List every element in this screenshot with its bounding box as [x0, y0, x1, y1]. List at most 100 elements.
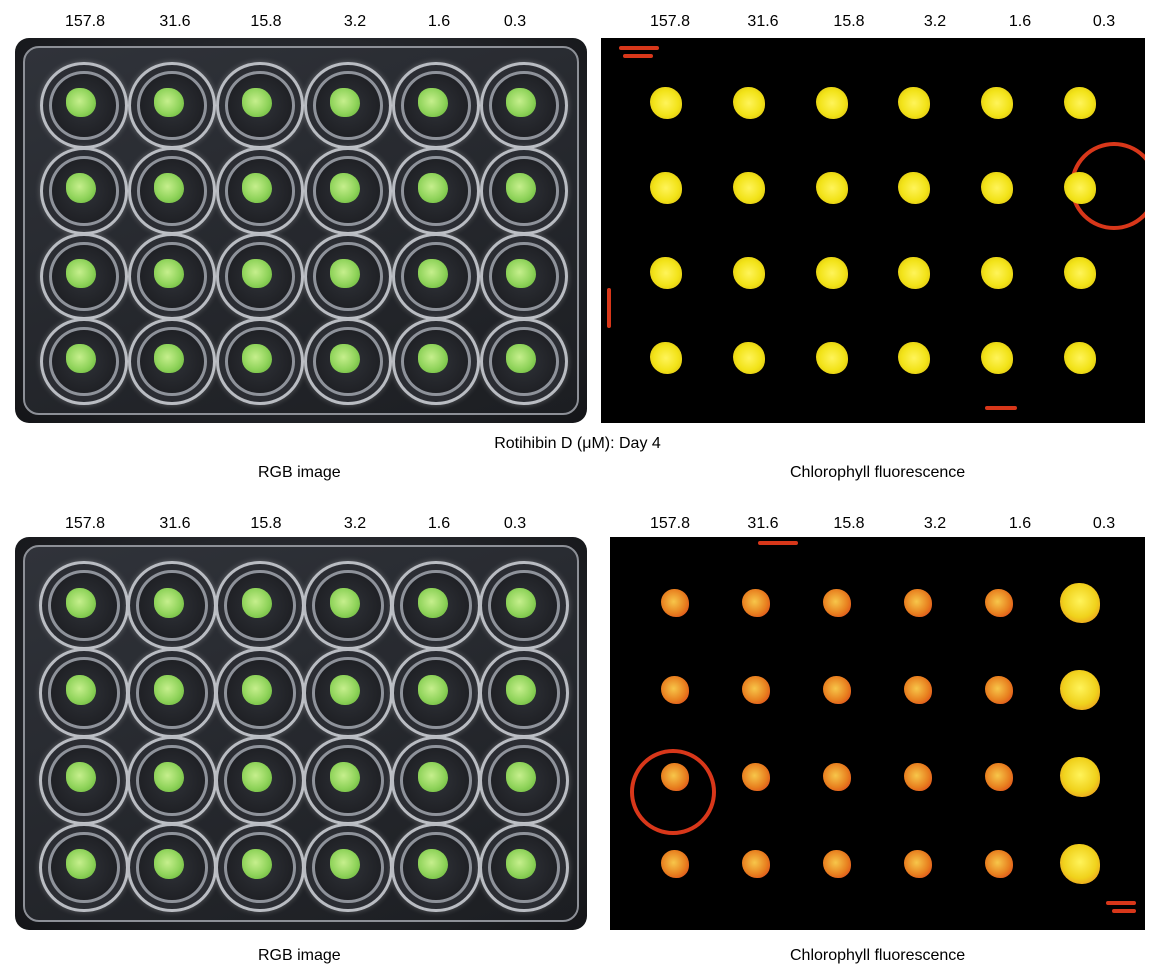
fluor-streak — [607, 288, 611, 328]
fluorescent-seedling — [822, 675, 851, 704]
seedling — [418, 674, 448, 705]
top-fluor-conc-5: 1.6 — [1008, 13, 1032, 30]
fluorescent-seedling — [1060, 757, 1101, 798]
plate-well — [479, 822, 569, 912]
seedling — [418, 258, 448, 288]
fluorescent-seedling — [981, 257, 1013, 290]
seedling — [66, 173, 96, 203]
seedling — [330, 173, 360, 203]
fluorescent-seedling — [650, 171, 683, 204]
fluorescent-seedling — [898, 171, 931, 204]
bottom-rgb-conc-4: 3.2 — [343, 515, 367, 532]
top-rgb-conc-4: 3.2 — [343, 13, 367, 30]
fluor-streak — [1112, 909, 1136, 913]
bottom-fluorescence-image — [610, 537, 1145, 930]
fluorescent-seedling — [1063, 86, 1096, 119]
fluorescent-seedling — [1063, 257, 1096, 290]
fluorescent-seedling — [660, 675, 689, 704]
fluorescent-seedling — [741, 850, 770, 879]
bottom-fluor-conc-1: 157.8 — [649, 515, 691, 532]
seedling — [418, 587, 448, 618]
plate-well — [39, 648, 129, 738]
seedling — [66, 258, 96, 288]
seedling — [154, 258, 184, 288]
fluor-streak — [758, 541, 798, 545]
seedling — [506, 88, 536, 118]
fluorescent-seedling — [650, 86, 683, 119]
plate-well — [479, 561, 569, 651]
fluorescent-seedling — [985, 763, 1014, 792]
fluorescent-seedling — [815, 171, 848, 204]
top-rgb-conc-3: 15.8 — [250, 13, 282, 30]
fluorescent-seedling — [904, 763, 933, 792]
bottom-rgb-plate-image — [15, 537, 587, 930]
top-fluor-conc-2: 31.6 — [747, 13, 779, 30]
fluorescent-seedling — [733, 86, 765, 119]
seedling — [506, 674, 536, 705]
top-rgb-conc-6: 0.3 — [503, 13, 527, 30]
seedling — [242, 587, 272, 618]
seedling — [242, 173, 272, 203]
seedling — [66, 849, 96, 880]
plate-well — [480, 232, 568, 320]
seedling — [506, 849, 536, 880]
fluorescent-seedling — [898, 342, 931, 375]
fluorescent-seedling — [733, 257, 765, 290]
bottom-fluor-conc-2: 31.6 — [747, 515, 779, 532]
bottom-rgb-conc-6: 0.3 — [503, 515, 527, 532]
seedling — [330, 343, 360, 373]
fluorescent-seedling — [904, 675, 933, 704]
fluorescent-seedling — [898, 86, 931, 119]
fluorescent-seedling — [660, 588, 689, 617]
seedling — [66, 88, 96, 118]
fluorescent-seedling — [733, 171, 765, 204]
bottom-rgb-conc-3: 15.8 — [250, 515, 282, 532]
seedling — [330, 258, 360, 288]
bottom-rgb-conc-2: 31.6 — [159, 515, 191, 532]
seedling — [506, 173, 536, 203]
fluorescent-seedling — [1063, 342, 1096, 375]
seedling — [154, 849, 184, 880]
seedling — [154, 674, 184, 705]
fluorescent-seedling — [981, 342, 1013, 375]
seedling — [418, 762, 448, 793]
top-fluor-conc-3: 15.8 — [833, 13, 865, 30]
seedling — [418, 88, 448, 118]
seedling — [242, 849, 272, 880]
fluorescent-seedling — [985, 850, 1014, 879]
fluorescent-seedling — [898, 257, 931, 290]
fluorescent-seedling — [1060, 582, 1101, 623]
fluorescent-seedling — [1063, 171, 1096, 204]
fluorescent-seedling — [650, 342, 683, 375]
top-fluorescence-caption: Chlorophyll fluorescence — [790, 464, 966, 481]
seedling — [154, 762, 184, 793]
fluor-streak — [619, 46, 659, 50]
bottom-fluor-conc-4: 3.2 — [923, 515, 947, 532]
bottom-rgb-conc-1: 157.8 — [64, 515, 106, 532]
fluor-streak — [985, 406, 1017, 410]
fluorescent-seedling — [815, 257, 848, 290]
seedling — [66, 674, 96, 705]
fluorescent-seedling — [822, 850, 851, 879]
seedling — [242, 88, 272, 118]
bottom-fluorescence-caption: Chlorophyll fluorescence — [790, 947, 966, 964]
fluorescent-seedling — [904, 588, 933, 617]
seedling — [154, 587, 184, 618]
bottom-fluor-conc-6: 0.3 — [1092, 515, 1116, 532]
seedling — [330, 762, 360, 793]
seedling — [418, 173, 448, 203]
seedling — [418, 343, 448, 373]
seedling — [506, 587, 536, 618]
seedling — [418, 849, 448, 880]
top-fluor-conc-4: 3.2 — [923, 13, 947, 30]
top-rgb-conc-2: 31.6 — [159, 13, 191, 30]
seedling — [242, 343, 272, 373]
fluorescent-seedling — [815, 86, 848, 119]
seedling — [66, 762, 96, 793]
seedling — [154, 88, 184, 118]
fluorescent-seedling — [650, 257, 683, 290]
bottom-fluor-conc-3: 15.8 — [833, 515, 865, 532]
fluorescent-seedling — [1060, 669, 1101, 710]
fluor-streak — [623, 54, 653, 58]
seedling — [506, 258, 536, 288]
